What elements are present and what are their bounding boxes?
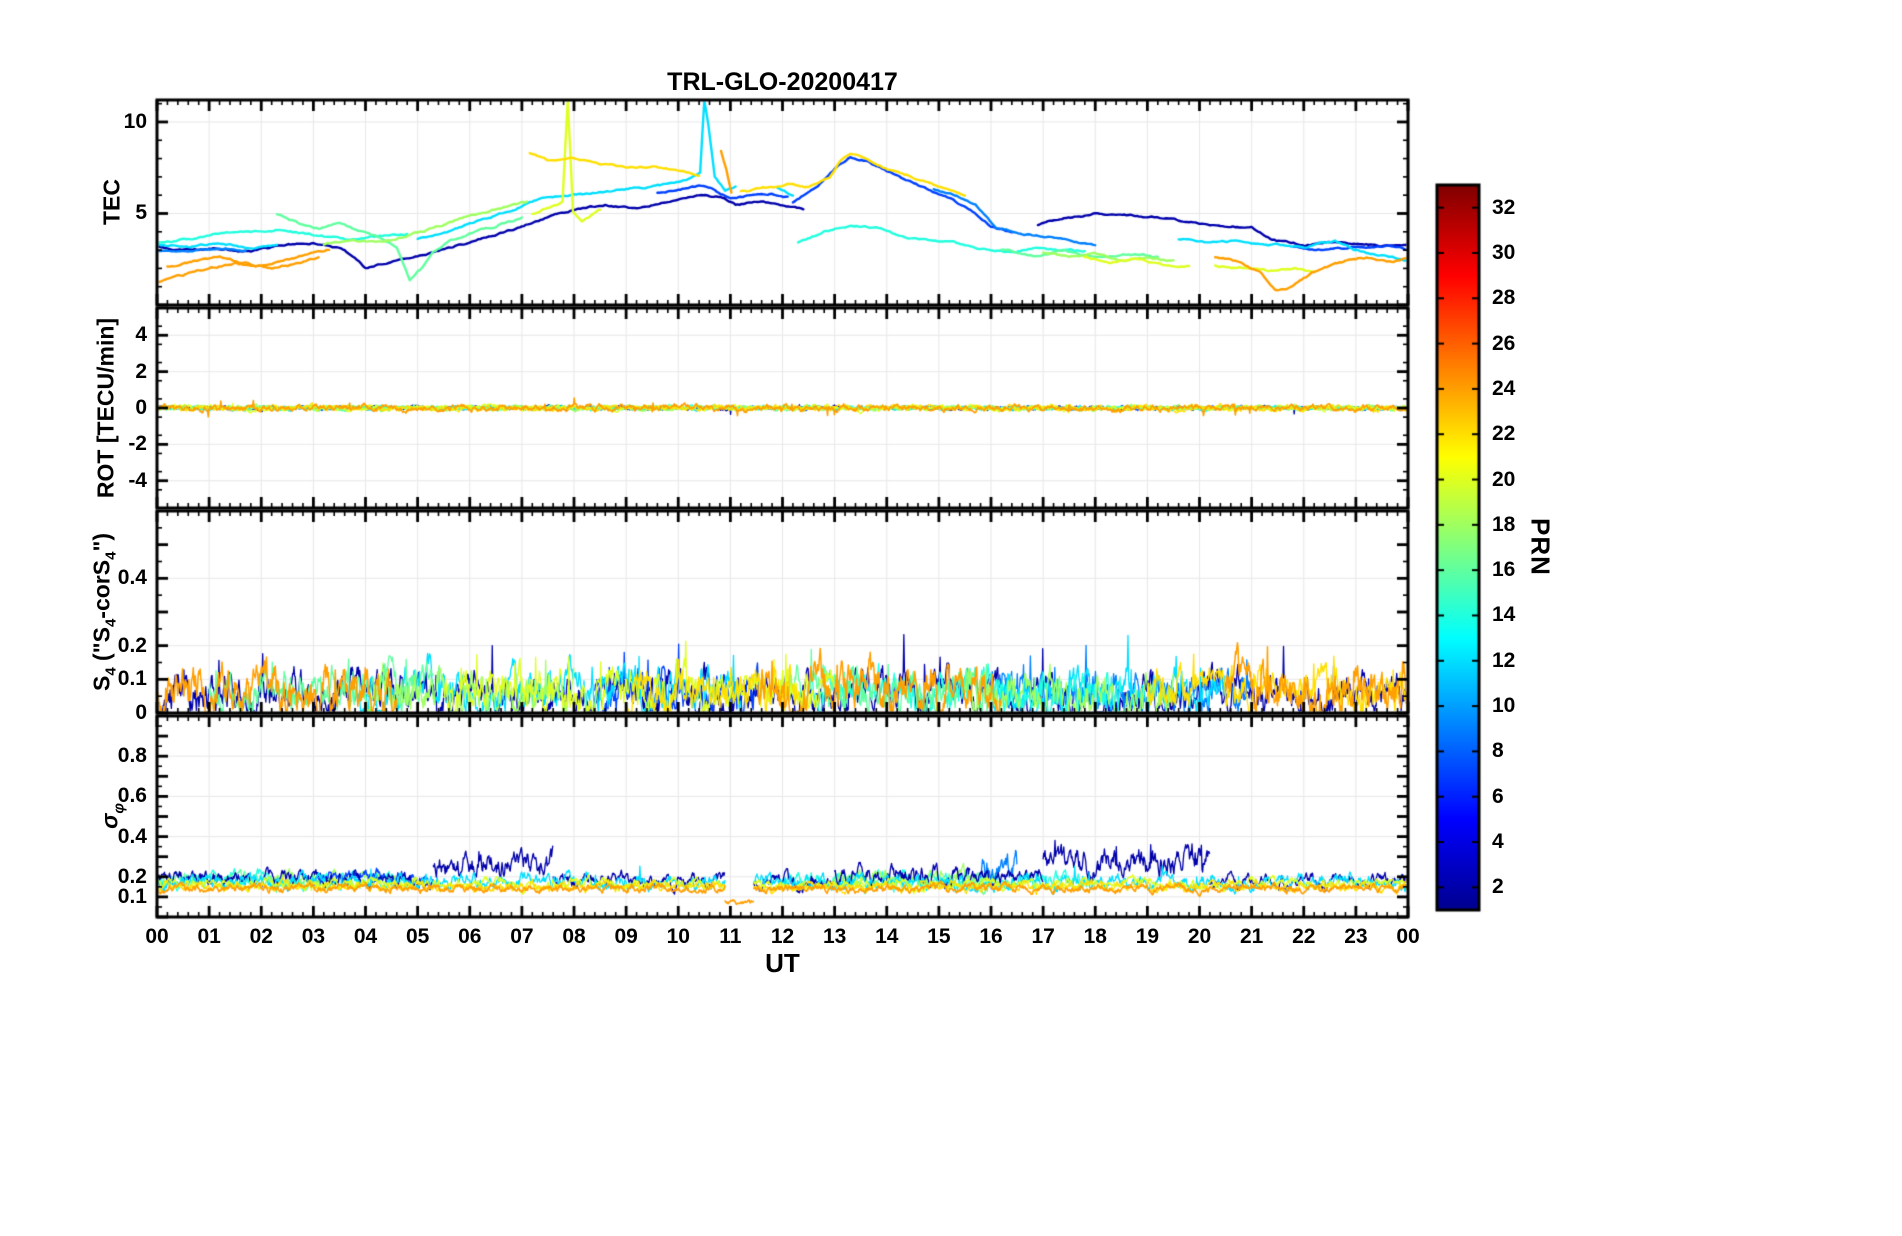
y-tick-label: 0.4 [117, 566, 147, 590]
x-tick-label: 00 [145, 925, 169, 948]
colorbar-tick-label: 26 [1492, 331, 1516, 355]
x-tick-label: 14 [875, 925, 899, 948]
y-tick-label: 0.6 [117, 784, 147, 808]
y-axis-label-tec: TEC [98, 179, 125, 225]
chart-title: TRL-GLO-20200417 [667, 68, 898, 96]
colorbar-tick-label: 18 [1492, 512, 1516, 536]
x-tick-label: 10 [666, 925, 690, 948]
x-tick-label: 21 [1239, 925, 1264, 948]
y-tick-label: 2 [135, 359, 147, 383]
x-tick-label: 16 [979, 925, 1003, 948]
x-tick-label: 07 [510, 925, 534, 948]
colorbar-tick-label: 30 [1492, 240, 1516, 264]
colorbar-tick-label: 20 [1492, 467, 1516, 491]
colorbar-tick-label: 4 [1492, 830, 1504, 854]
y-tick-label: 0.2 [117, 633, 147, 657]
y-axis-label-rot: ROT [TECU/min] [92, 317, 119, 499]
x-tick-label: 13 [822, 925, 847, 948]
colorbar-tick-label: 10 [1492, 694, 1516, 718]
x-tick-label: 20 [1187, 925, 1212, 948]
colorbar-tick-label: 14 [1492, 603, 1516, 627]
x-tick-label: 19 [1135, 925, 1160, 948]
x-tick-label: 22 [1292, 925, 1316, 948]
x-tick-label: 18 [1083, 925, 1107, 948]
x-tick-label: 12 [770, 925, 795, 948]
y-tick-label: -4 [128, 468, 147, 492]
y-tick-label: 0.1 [117, 667, 147, 691]
colorbar-tick-label: 6 [1492, 784, 1504, 808]
colorbar-tick-label: 16 [1492, 558, 1516, 582]
colorbar-tick-label: 12 [1492, 648, 1516, 672]
colorbar-tick-label: 2 [1492, 875, 1504, 899]
y-tick-label: 0 [135, 701, 147, 724]
x-axis-label: UT [765, 948, 800, 978]
x-tick-label: 04 [353, 925, 378, 948]
y-tick-label: 5 [135, 201, 147, 225]
x-tick-label: 03 [301, 925, 326, 948]
x-tick-label: 06 [458, 925, 482, 948]
y-tick-label: 0.2 [117, 864, 147, 888]
x-tick-label: 02 [249, 925, 273, 948]
x-tick-label: 15 [927, 925, 951, 948]
colorbar-tick-label: 22 [1492, 422, 1516, 446]
colorbar-label: PRN [1525, 518, 1556, 576]
x-tick-label: 23 [1344, 925, 1368, 948]
y-tick-label: 0.1 [117, 884, 147, 908]
y-tick-label: 4 [135, 323, 147, 347]
x-tick-label: 08 [562, 925, 586, 948]
x-tick-label: 00 [1396, 925, 1420, 948]
y-tick-label: 10 [123, 109, 147, 133]
x-tick-label: 09 [614, 925, 638, 948]
colorbar-tick-label: 32 [1492, 195, 1516, 219]
x-tick-label: 01 [197, 925, 221, 948]
y-tick-label: 0 [135, 396, 147, 419]
y-tick-label: -2 [128, 432, 147, 456]
y-tick-label: 0.4 [117, 824, 147, 848]
x-tick-label: 05 [405, 925, 430, 948]
y-axis-label-s4: S4 ("S4-corS4") [88, 532, 120, 692]
colorbar-tick-label: 8 [1492, 739, 1504, 763]
y-tick-label: 0.8 [117, 744, 147, 768]
x-tick-label: 17 [1031, 925, 1055, 948]
colorbar-tick-label: 28 [1492, 286, 1516, 310]
x-tick-label: 11 [719, 925, 742, 948]
colorbar-tick-label: 24 [1492, 376, 1516, 400]
y-axis-label-sigma-phi: σφ [96, 803, 128, 829]
